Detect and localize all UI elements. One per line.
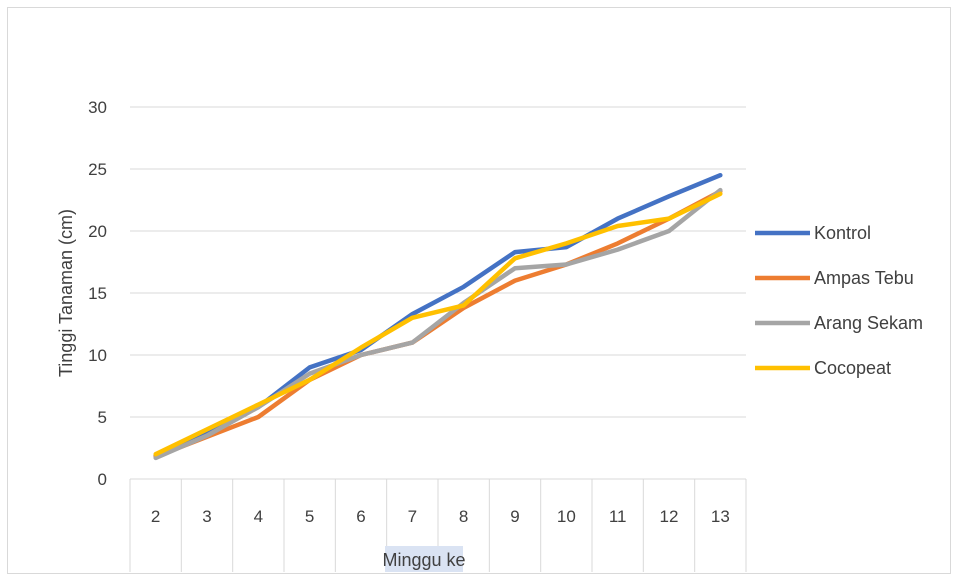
legend-label-ampas-tebu: Ampas Tebu — [814, 268, 914, 288]
y-axis-tick-labels: 0 5 10 15 20 25 30 — [88, 98, 107, 489]
x-axis-title-highlight — [385, 546, 463, 572]
x-tick-label: 12 — [660, 507, 679, 526]
x-axis: 2 3 4 5 6 7 8 9 10 11 12 13 — [129, 479, 747, 572]
y-tick-label: 5 — [98, 408, 107, 427]
y-tick-label: 20 — [88, 222, 107, 241]
series-line-arang-sekam — [153, 187, 723, 461]
x-tick-label: 4 — [254, 507, 263, 526]
y-tick-label: 15 — [88, 284, 107, 303]
legend: Kontrol Ampas Tebu Arang Sekam Cocopeat — [755, 223, 923, 378]
x-tick-label: 11 — [609, 507, 627, 526]
x-tick-label: 9 — [510, 507, 519, 526]
x-tick-label: 7 — [408, 507, 417, 526]
x-tick-label: 5 — [305, 507, 314, 526]
x-tick-label: 2 — [151, 507, 160, 526]
legend-label-cocopeat: Cocopeat — [814, 358, 891, 378]
x-tick-label: 3 — [202, 507, 211, 526]
y-tick-label: 10 — [88, 346, 107, 365]
x-tick-label: 8 — [459, 507, 468, 526]
x-tick-label: 13 — [711, 507, 730, 526]
x-tick-label: 6 — [356, 507, 365, 526]
y-tick-label: 30 — [88, 98, 107, 117]
y-tick-label: 25 — [88, 160, 107, 179]
series-lines — [153, 172, 723, 461]
y-tick-label: 0 — [98, 470, 107, 489]
legend-label-kontrol: Kontrol — [814, 223, 871, 243]
y-axis-title: Tinggi Tanaman (cm) — [56, 209, 76, 377]
x-axis-title: Minggu ke — [382, 550, 465, 570]
series-line-cocopeat — [153, 191, 723, 457]
x-tick-label: 10 — [557, 507, 576, 526]
legend-label-arang-sekam: Arang Sekam — [814, 313, 923, 333]
